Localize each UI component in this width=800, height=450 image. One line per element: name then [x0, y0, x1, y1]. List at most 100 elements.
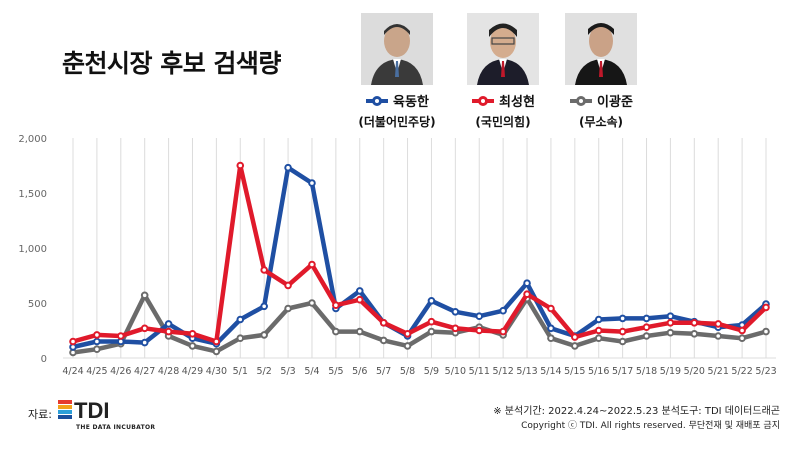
data-point: [188, 330, 197, 338]
data-point: [594, 326, 603, 335]
data-point: [236, 334, 245, 343]
data-point: [618, 327, 627, 336]
data-point: [642, 323, 651, 332]
candidate-3: 이광준 (무소속): [556, 13, 646, 130]
data-point: [523, 290, 531, 299]
x-tick-label: 5/4: [304, 366, 319, 377]
legend-marker-icon: [472, 95, 495, 106]
data-point: [284, 281, 292, 290]
x-tick-label: 5/8: [400, 366, 415, 377]
series-line: [70, 163, 769, 344]
data-point: [427, 297, 436, 305]
series-line: [70, 165, 769, 350]
data-point: [308, 260, 316, 269]
data-point: [308, 179, 316, 187]
data-point: [116, 332, 125, 340]
data-point: [642, 314, 651, 323]
data-point: [236, 315, 245, 324]
x-tick-label: 5/7: [376, 366, 391, 377]
data-point: [666, 328, 675, 337]
data-point: [69, 337, 77, 346]
data-point: [284, 163, 292, 172]
data-point: [571, 333, 579, 341]
data-point: [762, 303, 770, 312]
y-tick-label: 2,000: [18, 134, 47, 145]
candidate-photo: [565, 13, 637, 85]
x-tick-label: 5/20: [684, 366, 705, 377]
data-point: [93, 345, 101, 354]
data-point: [666, 319, 675, 327]
data-point: [140, 338, 149, 347]
legend-dot: [478, 95, 489, 106]
data-point: [236, 161, 245, 170]
data-point: [618, 314, 627, 323]
x-tick-label: 5/19: [660, 366, 681, 377]
copyright-note: Copyright ⓒ TDI. All rights reserved. 무단…: [521, 421, 780, 431]
data-point: [571, 342, 579, 350]
data-point: [140, 291, 149, 300]
candidate-photo: [361, 13, 433, 85]
x-tick-label: 5/23: [755, 366, 776, 377]
x-tick-label: 5/21: [708, 366, 729, 377]
x-tick-label: 4/30: [206, 366, 227, 377]
data-point: [618, 337, 627, 346]
data-point: [308, 299, 316, 307]
data-point: [93, 337, 101, 346]
data-point: [260, 331, 268, 339]
data-point: [212, 337, 221, 346]
y-tick-label: 1,000: [18, 244, 47, 255]
x-tick-label: 5/3: [280, 366, 295, 377]
y-tick-label: 500: [28, 299, 47, 310]
x-tick-label: 5/22: [731, 366, 752, 377]
candidate-name: 육동한: [393, 95, 429, 110]
data-point: [284, 304, 292, 313]
y-tick-label: 1,500: [18, 189, 47, 200]
data-point: [164, 320, 173, 328]
data-point: [666, 312, 675, 321]
x-tick-label: 4/24: [62, 366, 83, 377]
candidate-name: 이광준: [597, 95, 633, 110]
data-point: [379, 319, 388, 327]
logo-text: TDI: [74, 398, 110, 423]
period-note: ※ 분석기간: 2022.4.24~2022.5.23 분석도구: TDI 데이…: [493, 406, 780, 417]
data-point: [260, 266, 268, 274]
data-point: [547, 334, 555, 343]
data-point: [762, 327, 770, 336]
data-point: [594, 334, 603, 343]
data-point: [642, 332, 651, 340]
data-point: [332, 327, 340, 336]
data-point: [403, 342, 412, 350]
data-point: [212, 347, 221, 356]
data-point: [164, 327, 173, 336]
x-tick-label: 5/1: [233, 366, 248, 377]
x-tick-label: 5/6: [352, 366, 367, 377]
candidate-1: 육동한 (더불어민주당): [352, 13, 442, 130]
data-point: [547, 324, 555, 333]
data-point: [355, 287, 364, 295]
y-tick-label: 0: [41, 354, 47, 365]
data-point: [93, 331, 101, 339]
candidate-2: 최성현 (국민의힘): [458, 13, 548, 130]
candidate-party: (무소속): [578, 115, 624, 129]
legend-marker-icon: [570, 95, 593, 106]
tdi-logo-icon: [58, 400, 72, 419]
x-tick-label: 5/12: [492, 366, 513, 377]
candidate-party: (더불어민주당): [358, 115, 436, 129]
data-point: [475, 312, 484, 321]
data-point: [427, 327, 436, 336]
data-point: [451, 308, 460, 316]
data-point: [738, 334, 746, 343]
data-point: [690, 319, 699, 327]
x-tick-label: 4/25: [86, 366, 107, 377]
series-line: [70, 293, 769, 355]
source-label: 자료:: [28, 408, 52, 421]
logo-subtitle: THE DATA INCUBATOR: [76, 424, 156, 431]
x-tick-label: 5/14: [540, 366, 561, 377]
x-tick-label: 5/17: [612, 366, 633, 377]
legend-dot: [576, 95, 587, 106]
x-tick-label: 5/15: [564, 366, 585, 377]
data-point: [188, 342, 197, 350]
data-point: [738, 326, 746, 335]
x-tick-label: 4/28: [158, 366, 179, 377]
